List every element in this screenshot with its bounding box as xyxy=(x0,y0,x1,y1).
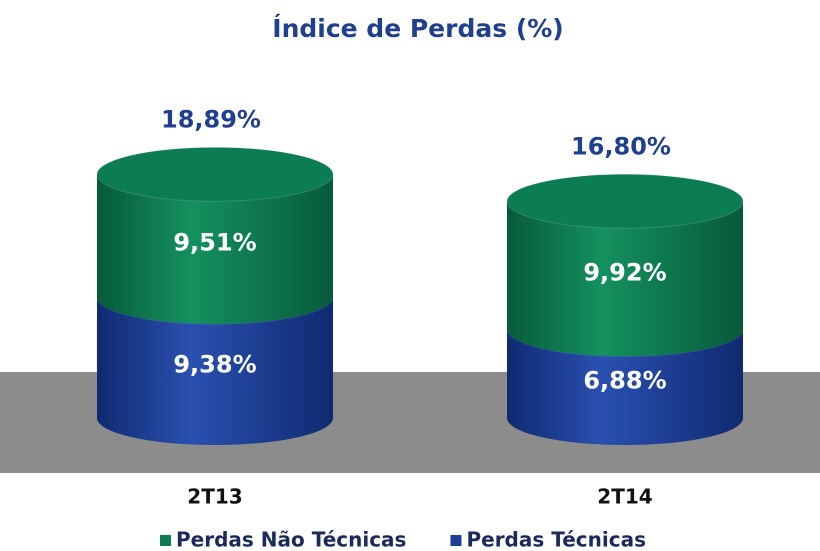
value-label: 9,92% xyxy=(583,258,666,286)
value-label: 6,88% xyxy=(583,367,666,395)
value-label: 9,51% xyxy=(173,229,256,257)
chart-title: Índice de Perdas (%) xyxy=(272,14,563,43)
x-tick-label: 2T13 xyxy=(187,485,242,509)
cylinder-top xyxy=(506,173,744,229)
legend-label: Perdas Técnicas xyxy=(466,528,646,551)
value-label: 9,38% xyxy=(173,350,256,378)
x-tick-label: 2T14 xyxy=(597,485,652,509)
legend-marker xyxy=(160,535,171,546)
cylinder-top xyxy=(96,146,334,202)
legend-marker xyxy=(450,535,462,546)
legend-label: Perdas Não Técnicas xyxy=(176,528,406,551)
total-label: 18,89% xyxy=(161,105,261,133)
total-label: 16,80% xyxy=(571,132,671,160)
